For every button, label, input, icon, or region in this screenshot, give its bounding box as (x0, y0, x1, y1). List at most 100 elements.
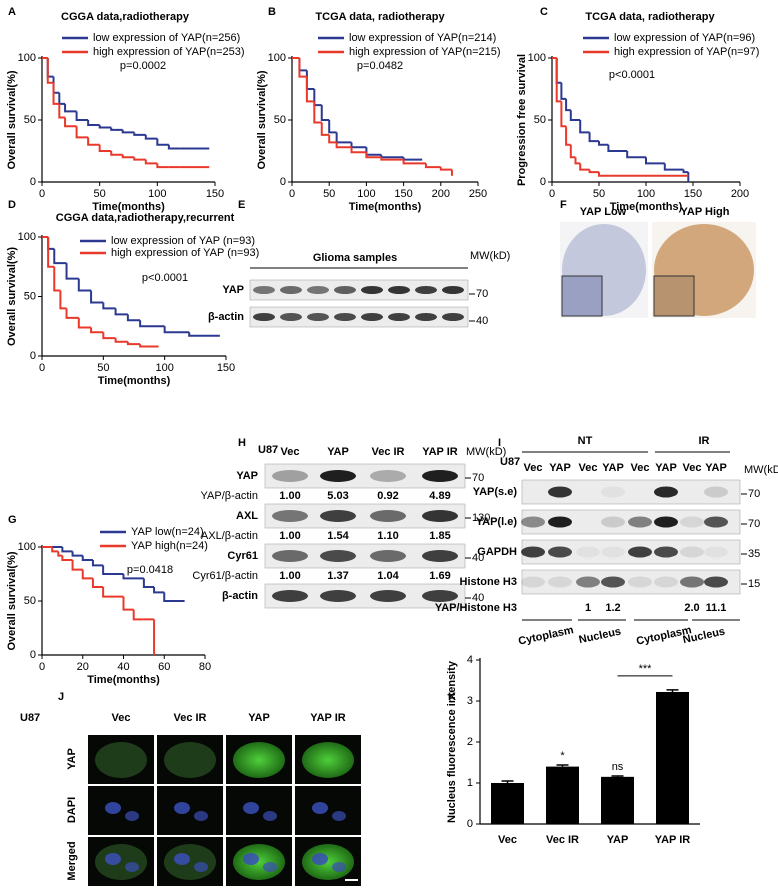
panel-letter: E (238, 199, 245, 211)
survival-step (350, 147, 367, 154)
x-axis-label: Time(months) (349, 201, 422, 213)
lane-label: YAP (655, 462, 677, 474)
survival-step (560, 82, 567, 100)
row-label: YAP(l.e) (476, 516, 518, 528)
legend-label: YAP low(n=24) (131, 526, 204, 538)
mw-value: 70 (748, 518, 760, 530)
survival-step (579, 120, 590, 134)
blot-band (654, 516, 678, 528)
p-value: p=0.0002 (120, 60, 166, 72)
column-label: YAP IR (310, 712, 346, 724)
x-tick-label: 150 (684, 188, 702, 200)
x-axis-label: Time(months) (92, 201, 165, 213)
blot-band (320, 470, 356, 482)
blot-band (361, 286, 383, 294)
row-label: β-actin (222, 590, 258, 602)
survival-step (77, 278, 92, 292)
legend-label: low expression of YAP(n=96) (614, 32, 755, 44)
blot-band (253, 286, 275, 294)
micrograph (157, 786, 223, 835)
x-tick-label: 0 (39, 661, 45, 673)
survival-step (132, 609, 144, 621)
survival-step (163, 326, 190, 334)
lane-label: Vec (524, 462, 543, 474)
ratio-value: 0.92 (377, 490, 398, 502)
blot-band (415, 313, 437, 321)
legend-label: low expression of YAP(n=256) (93, 32, 240, 44)
survival-step (133, 157, 146, 161)
survival-step (365, 152, 382, 159)
ratio-value: 1.85 (429, 530, 450, 542)
blot-band (576, 546, 600, 558)
blot-band (307, 313, 329, 321)
survival-step (91, 559, 104, 567)
y-tick-label: 1 (467, 777, 473, 789)
y-axis-label: Overall survival(%) (256, 70, 268, 169)
survival-step (588, 132, 599, 143)
cell-line: U87 (20, 712, 40, 724)
row-label: Histone H3 (460, 576, 517, 588)
nucleus (312, 853, 328, 865)
survival-step (102, 565, 124, 575)
x-tick-label: 80 (199, 661, 211, 673)
nucleus (194, 862, 208, 872)
survival-step (188, 332, 220, 337)
ratio-value: 1.04 (377, 570, 399, 582)
panel-letter: C (540, 6, 548, 18)
chart-title: TCGA data, radiotherapy (585, 11, 715, 23)
x-tick-label: 250 (469, 188, 487, 200)
chart-title: CGGA data,radiotherapy (61, 11, 190, 23)
mw-value: 70 (748, 488, 760, 500)
ratio-value: 1.69 (429, 570, 450, 582)
survival-step (365, 147, 382, 156)
survival-step (167, 144, 181, 150)
y-tick-label: 0 (540, 176, 546, 188)
blot-band (422, 470, 458, 482)
ratio-value: 1.2 (605, 602, 620, 614)
blot-band (521, 516, 545, 528)
survival-step (626, 151, 646, 159)
nucleus (174, 853, 190, 865)
mw-value: 40 (476, 315, 488, 327)
row-label: YAP (66, 748, 78, 770)
y-axis-label: Overall survival(%) (6, 551, 18, 650)
lane-label: YAP IR (422, 446, 458, 458)
nucleus (105, 802, 121, 814)
blot-band (442, 313, 464, 321)
error-bar (501, 780, 514, 783)
blot-band (272, 590, 308, 602)
row-label: YAP (222, 284, 244, 296)
ratio-label: YAP/Histone H3 (435, 602, 517, 614)
survival-step (607, 144, 628, 152)
blot-band (654, 546, 678, 558)
cell-green (164, 844, 216, 880)
legend-label: high expression of YAP (n=93) (111, 247, 259, 259)
survival-step (305, 70, 315, 90)
survival-step (424, 163, 441, 169)
survival-step (46, 58, 54, 84)
survival-step (402, 159, 426, 165)
survival-step (75, 126, 89, 139)
survival-step (663, 163, 684, 171)
survival-step (555, 58, 562, 103)
error-bar (611, 775, 624, 777)
x-tick-label: 50 (593, 188, 605, 200)
mw-value: 40 (472, 552, 484, 564)
legend-label: high expression of YAP(n=253) (93, 46, 245, 58)
blot-band (280, 286, 302, 294)
x-tick-label: 100 (357, 188, 375, 200)
survival-step (335, 142, 352, 149)
cell-green (95, 844, 147, 880)
y-tick-label: 4 (467, 654, 473, 666)
blot-band (253, 313, 275, 321)
ratio-value: 1.10 (377, 530, 398, 542)
survival-step (47, 237, 55, 268)
x-tick-label: 0 (39, 188, 45, 200)
survival-step (77, 317, 92, 329)
lane-label: Vec (579, 462, 598, 474)
y-tick-label: 50 (24, 290, 36, 302)
column-label: Vec IR (173, 712, 206, 724)
y-tick-label: 50 (24, 595, 36, 607)
bar (491, 783, 524, 824)
blot-band (548, 516, 572, 528)
